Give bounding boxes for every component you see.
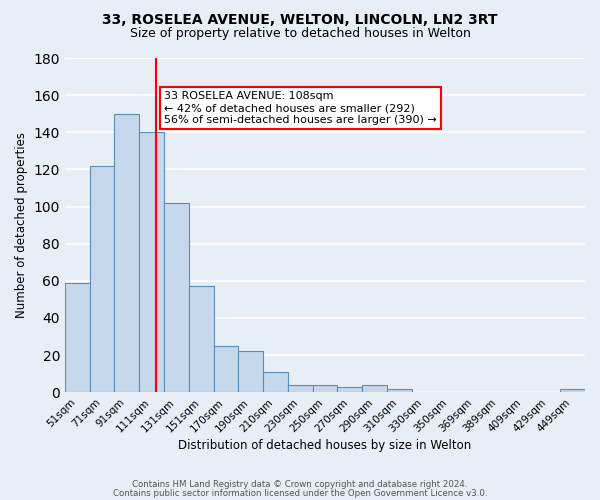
Bar (189, 286, 214, 392)
Text: Contains public sector information licensed under the Open Government Licence v3: Contains public sector information licen… (113, 488, 487, 498)
X-axis label: Distribution of detached houses by size in Welton: Distribution of detached houses by size … (178, 440, 472, 452)
Bar (164, 203, 189, 392)
Bar (387, 388, 412, 392)
Bar (263, 372, 288, 392)
Bar (139, 132, 164, 392)
Text: 33 ROSELEA AVENUE: 108sqm
← 42% of detached houses are smaller (292)
56% of semi: 33 ROSELEA AVENUE: 108sqm ← 42% of detac… (164, 92, 437, 124)
Bar (65, 282, 89, 392)
Text: Size of property relative to detached houses in Welton: Size of property relative to detached ho… (130, 28, 470, 40)
Bar (288, 385, 313, 392)
Y-axis label: Number of detached properties: Number of detached properties (15, 132, 28, 318)
Bar (337, 386, 362, 392)
Bar (313, 385, 337, 392)
Bar (560, 388, 585, 392)
Text: 33, ROSELEA AVENUE, WELTON, LINCOLN, LN2 3RT: 33, ROSELEA AVENUE, WELTON, LINCOLN, LN2… (102, 12, 498, 26)
Bar (214, 346, 238, 392)
Bar (115, 114, 139, 392)
Text: Contains HM Land Registry data © Crown copyright and database right 2024.: Contains HM Land Registry data © Crown c… (132, 480, 468, 489)
Bar (238, 352, 263, 392)
Bar (362, 385, 387, 392)
Bar (89, 166, 115, 392)
